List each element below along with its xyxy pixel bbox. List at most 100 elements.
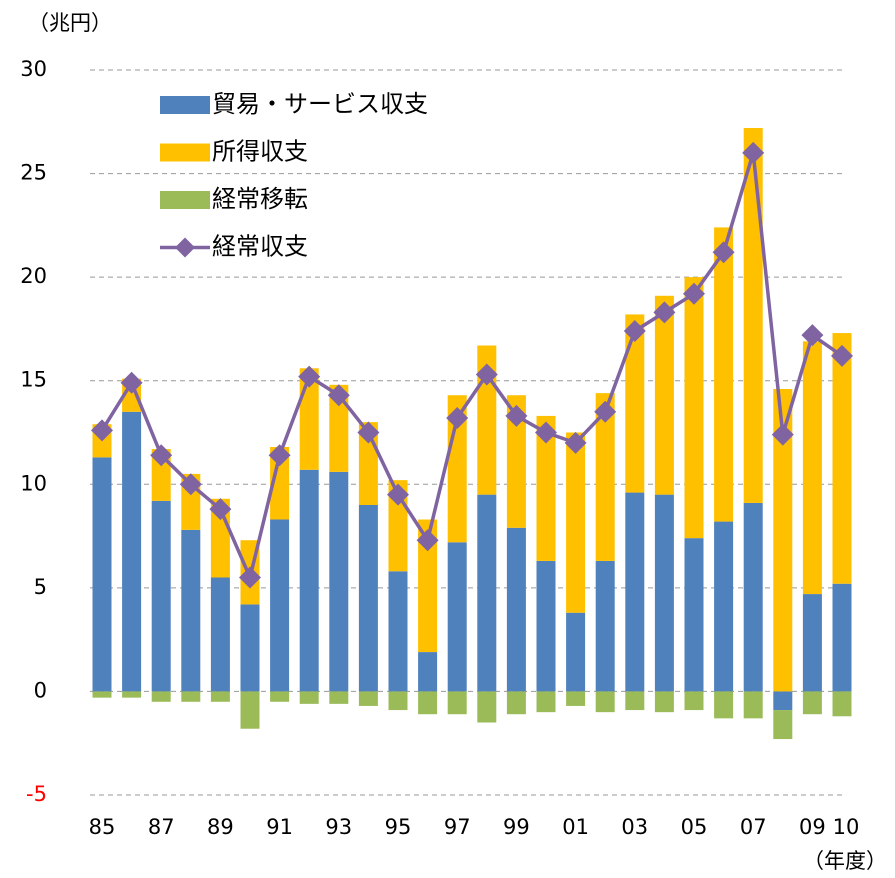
legend-swatch [160,191,210,209]
bar [566,691,586,706]
bar [270,447,290,520]
bar [240,691,260,729]
bar [773,710,793,740]
legend-swatch [160,143,210,162]
legend-label: 所得収支 [212,138,308,166]
bar [536,691,556,713]
bar [418,652,438,692]
legend-label: 経常収支 [212,233,308,261]
x-tick-label: 89 [207,815,234,839]
marker [771,423,794,446]
y-tick-label: 5 [34,575,47,599]
bar [181,529,201,692]
x-tick-label: 10 [833,815,860,839]
bar [329,691,349,704]
bar [418,691,438,715]
bar [743,691,763,719]
legend-label: 経常移転 [212,185,308,213]
bar [714,227,734,522]
marker [475,363,498,386]
line [100,152,844,583]
marker [416,529,439,552]
marker [446,407,469,429]
marker [801,324,824,347]
x-axis-label: （年度） [803,849,887,873]
marker [179,473,202,496]
bar [714,691,734,719]
bar [832,691,852,717]
x-tick-label: 87 [148,815,175,839]
bar [388,571,408,692]
bar [595,560,615,692]
marker [239,566,261,589]
marker [150,444,173,467]
bar [329,384,349,472]
bar [299,691,319,704]
bar [714,521,734,692]
bar [447,691,467,715]
marker [594,400,617,423]
bar [773,691,793,711]
bar [151,500,171,692]
bar [329,471,349,692]
bar [506,395,526,528]
bar [743,502,763,692]
bar [654,494,674,692]
marker [623,320,646,342]
bar [477,494,497,692]
marker [209,498,232,521]
marker [505,404,528,427]
legend-marker [175,237,195,258]
x-tick-label: 99 [503,815,530,839]
marker [268,444,291,467]
bar [743,128,763,503]
bar [181,691,201,702]
x-tick-label: 03 [621,815,648,839]
x-tick-label: 01 [562,815,589,839]
y-tick-label: 20 [20,264,47,288]
bar [625,314,645,493]
bar [122,411,142,692]
bar [684,691,704,711]
bar [595,691,615,713]
bar [625,691,645,711]
marker [564,431,587,454]
bar [270,691,290,702]
marker [831,344,853,367]
marker [357,421,380,444]
marker [327,384,350,407]
bar [122,691,142,698]
bar [684,277,704,539]
legend-swatch [160,96,210,114]
bar [477,691,497,723]
bar [773,389,793,692]
bar [566,612,586,692]
bar [210,577,230,692]
bar [654,295,674,495]
marker [683,282,705,305]
bar [595,393,615,561]
y-tick-label: 0 [34,678,47,702]
bar [832,333,852,584]
bar [92,691,112,698]
bar [802,691,822,715]
bar [418,519,438,653]
x-tick-label: 09 [799,815,826,839]
bar [506,691,526,715]
x-tick-label: 91 [266,815,293,839]
marker [742,141,765,164]
x-tick-label: 95 [385,815,412,839]
marker [298,365,321,388]
bar [151,691,171,702]
bar [536,415,556,561]
y-axis-label: （兆円） [28,11,112,35]
bar [566,432,586,613]
bar [299,469,319,692]
marker [712,241,735,264]
bar [536,560,556,692]
bar [240,604,260,692]
bar [210,691,230,702]
bar [802,341,822,595]
marker [535,421,557,444]
